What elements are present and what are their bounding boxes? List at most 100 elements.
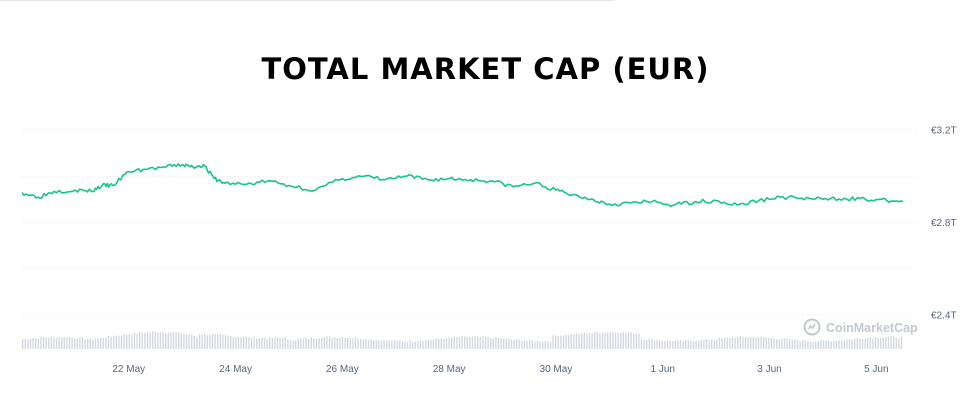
volume-bar bbox=[721, 338, 723, 349]
volume-bar bbox=[362, 339, 364, 349]
volume-bar bbox=[357, 338, 359, 349]
volume-bar bbox=[412, 341, 414, 349]
volume-bar bbox=[456, 337, 458, 349]
volume-bar bbox=[841, 340, 843, 349]
volume-bar bbox=[266, 338, 268, 349]
volume-bar bbox=[432, 339, 435, 349]
volume-bar bbox=[250, 338, 253, 349]
volume-bar bbox=[141, 332, 143, 349]
volume-bar bbox=[105, 337, 107, 349]
volume-bar bbox=[339, 337, 341, 349]
volume-bar bbox=[807, 341, 809, 349]
volume-bar bbox=[22, 339, 24, 349]
volume-bar bbox=[464, 336, 466, 349]
volume-bar bbox=[765, 337, 767, 349]
x-tick-label: 3 Jun bbox=[757, 364, 781, 375]
volume-bar bbox=[66, 337, 68, 349]
volume-bar bbox=[287, 339, 289, 349]
volume-bar bbox=[731, 337, 734, 349]
market-cap-line bbox=[21, 163, 904, 208]
volume-bar bbox=[549, 341, 552, 349]
volume-bar bbox=[570, 333, 572, 349]
volume-bar bbox=[81, 337, 84, 349]
volume-bars bbox=[22, 331, 903, 349]
volume-bar bbox=[198, 334, 201, 349]
volume-bar bbox=[820, 340, 822, 349]
volume-bar bbox=[627, 332, 630, 349]
volume-bar bbox=[664, 341, 666, 349]
volume-bar bbox=[146, 331, 149, 349]
volume-bar bbox=[305, 337, 307, 349]
volume-bar bbox=[713, 339, 715, 349]
volume-bar bbox=[718, 337, 721, 349]
volume-bar bbox=[331, 337, 333, 349]
volume-bar bbox=[40, 336, 42, 349]
volume-bar bbox=[817, 341, 819, 349]
volume-bar bbox=[79, 337, 81, 349]
volume-bar bbox=[617, 333, 619, 349]
volume-bar bbox=[396, 340, 398, 349]
volume-bar bbox=[414, 341, 416, 349]
volume-bar bbox=[35, 337, 37, 349]
volume-bar bbox=[295, 340, 297, 349]
volume-bar bbox=[516, 339, 518, 349]
volume-bar bbox=[695, 341, 697, 349]
volume-bar bbox=[594, 331, 596, 349]
volume-bar bbox=[646, 339, 648, 349]
volume-bar bbox=[29, 338, 32, 349]
volume-bar bbox=[880, 337, 882, 349]
top-divider bbox=[0, 0, 615, 1]
volume-bar bbox=[55, 337, 58, 349]
volume-bar bbox=[344, 338, 346, 349]
volume-bar bbox=[789, 338, 791, 349]
volume-bar bbox=[830, 341, 832, 349]
volume-bar bbox=[856, 338, 858, 349]
x-tick-label: 30 May bbox=[540, 364, 573, 375]
volume-bar bbox=[900, 336, 903, 349]
volume-bar bbox=[726, 337, 728, 349]
volume-bar bbox=[24, 338, 26, 349]
volume-bar bbox=[474, 336, 476, 349]
volume-bar bbox=[419, 340, 422, 349]
volume-bar bbox=[757, 337, 760, 349]
volume-bar bbox=[490, 337, 492, 349]
volume-bar bbox=[630, 331, 632, 349]
volume-bar bbox=[373, 340, 375, 349]
volume-bar bbox=[542, 341, 544, 349]
volume-bar bbox=[861, 338, 864, 349]
volume-bar bbox=[276, 337, 279, 349]
volume-bar bbox=[882, 337, 884, 349]
volume-bar bbox=[370, 339, 372, 349]
volume-bar bbox=[885, 337, 887, 349]
volume-bar bbox=[204, 333, 206, 349]
volume-bar bbox=[815, 341, 817, 349]
volume-bar bbox=[438, 338, 440, 349]
volume-bar bbox=[887, 336, 890, 349]
volume-bar bbox=[669, 340, 671, 349]
volume-bar bbox=[700, 339, 702, 349]
volume-bar bbox=[791, 339, 793, 349]
volume-bar bbox=[544, 340, 546, 349]
volume-bar bbox=[482, 336, 484, 349]
volume-bar bbox=[453, 336, 455, 349]
volume-bar bbox=[555, 335, 557, 349]
volume-bar bbox=[648, 338, 650, 349]
volume-bar bbox=[565, 334, 567, 349]
volume-bar bbox=[539, 341, 541, 349]
volume-bar bbox=[37, 338, 39, 349]
volume-bar bbox=[747, 337, 749, 349]
volume-bar bbox=[643, 339, 645, 349]
volume-bar bbox=[248, 337, 250, 349]
volume-bar bbox=[523, 340, 526, 349]
volume-bar bbox=[510, 339, 513, 349]
coinmarketcap-logo-icon bbox=[803, 318, 821, 336]
volume-bar bbox=[94, 338, 97, 349]
volume-bar bbox=[445, 337, 448, 349]
volume-bar bbox=[638, 333, 640, 349]
volume-bar bbox=[604, 332, 606, 349]
volume-bar bbox=[867, 337, 869, 349]
volume-bar bbox=[843, 340, 845, 349]
volume-bar bbox=[859, 338, 861, 349]
volume-bar bbox=[126, 334, 128, 349]
volume-bar bbox=[760, 336, 762, 349]
